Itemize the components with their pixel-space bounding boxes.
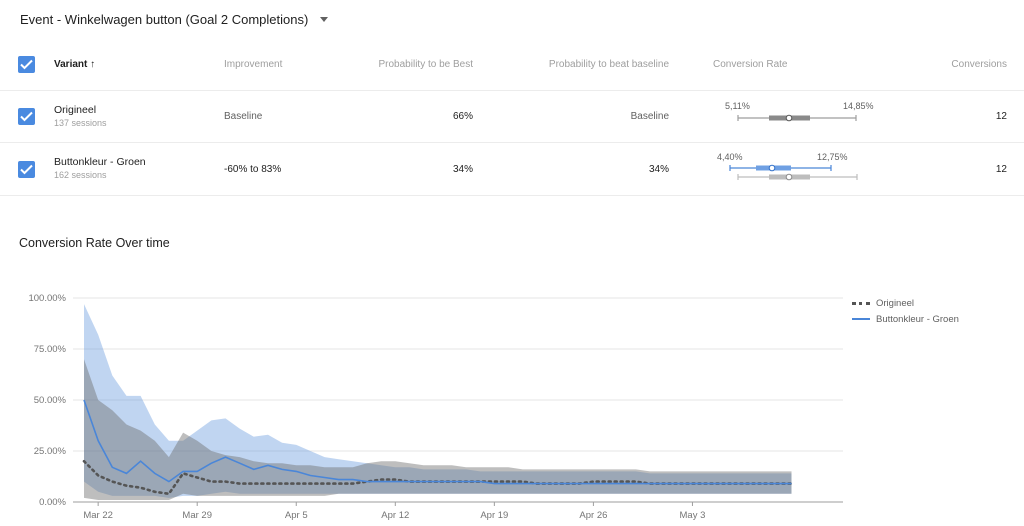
- x-tick-label: Apr 5: [285, 510, 308, 521]
- table-row: Origineel 137 sessions Baseline 66% Base…: [0, 91, 1024, 143]
- column-header-improvement: Improvement: [224, 59, 283, 70]
- y-tick-label: 25.00%: [34, 446, 67, 457]
- event-selector-label: Event - Winkelwagen button (Goal 2 Compl…: [20, 11, 309, 27]
- x-tick-label: Apr 19: [480, 510, 508, 521]
- column-header-conversion-rate: Conversion Rate: [713, 59, 788, 70]
- series-line-buttonkleur: [83, 399, 792, 485]
- column-header-variant-label: Variant: [54, 59, 88, 70]
- improvement-value: -60% to 83%: [224, 164, 282, 175]
- row-checkbox[interactable]: [18, 108, 35, 125]
- variant-name[interactable]: Buttonkleur - Groen: [54, 156, 146, 168]
- variant-name[interactable]: Origineel: [54, 104, 97, 116]
- x-tick-label: May 3: [680, 510, 706, 521]
- x-tick-label: Mar 22: [83, 510, 113, 521]
- column-header-conversions: Conversions: [951, 59, 1007, 70]
- conversions-value: 12: [995, 111, 1007, 122]
- chart-legend: Origineel Buttonkleur - Groen: [852, 295, 959, 327]
- y-tick-label: 75.00%: [34, 344, 67, 355]
- table-header-row: Variant ↑ Improvement Probability to be …: [0, 40, 1024, 91]
- legend-swatch-solid: [852, 318, 870, 320]
- legend-label: Origineel: [876, 297, 915, 309]
- row-checkbox[interactable]: [18, 161, 35, 178]
- column-header-prob-beat: Probability to beat baseline: [548, 59, 669, 70]
- check-icon: [20, 59, 33, 70]
- cr-high-label: 12,75%: [817, 152, 848, 162]
- confidence-band-origineel: [84, 359, 792, 500]
- cr-low-label: 5,11%: [725, 101, 750, 111]
- legend-swatch-dotted: [852, 301, 870, 305]
- cr-low-label: 4,40%: [717, 152, 743, 162]
- legend-label: Buttonkleur - Groen: [876, 313, 959, 325]
- conversion-rate-interval: [737, 114, 857, 122]
- variant-sessions: 137 sessions: [54, 118, 107, 128]
- y-tick-label: 50.00%: [34, 395, 67, 406]
- prob-best-value: 34%: [452, 164, 473, 175]
- legend-item-origineel[interactable]: Origineel: [852, 295, 959, 311]
- variant-sessions: 162 sessions: [54, 170, 107, 180]
- dropdown-caret-icon: [320, 16, 329, 22]
- chart-title: Conversion Rate Over time: [19, 236, 170, 250]
- check-icon: [20, 164, 33, 175]
- event-selector[interactable]: Event - Winkelwagen button (Goal 2 Compl…: [20, 10, 329, 28]
- cr-high-label: 14,85%: [843, 101, 874, 111]
- prob-beat-value: Baseline: [630, 111, 669, 122]
- x-tick-label: Apr 12: [381, 510, 409, 521]
- x-tick-label: Mar 29: [182, 510, 212, 521]
- confidence-band-buttonkleur: [84, 304, 792, 498]
- sort-arrow-up-icon: ↑: [90, 59, 96, 70]
- conversion-rate-interval: [729, 164, 858, 181]
- x-tick-label: Apr 26: [579, 510, 607, 521]
- conversions-value: 12: [995, 164, 1007, 175]
- conversion-rate-chart: 100.00% 75.00% 50.00% 25.00% 0.00% Mar 22 Mar …: [28, 293, 843, 521]
- y-tick-label: 100.00%: [28, 293, 66, 304]
- y-tick-label: 0.00%: [39, 497, 66, 508]
- prob-beat-value: 34%: [648, 164, 669, 175]
- prob-best-value: 66%: [452, 111, 473, 122]
- column-header-variant[interactable]: Variant ↑: [54, 59, 95, 70]
- check-icon: [20, 111, 33, 122]
- table-row: Buttonkleur - Groen 162 sessions -60% to…: [0, 143, 1024, 196]
- select-all-checkbox[interactable]: [18, 56, 35, 73]
- column-header-prob-best: Probability to be Best: [378, 59, 474, 70]
- improvement-value: Baseline: [224, 111, 263, 122]
- legend-item-buttonkleur[interactable]: Buttonkleur - Groen: [852, 311, 959, 327]
